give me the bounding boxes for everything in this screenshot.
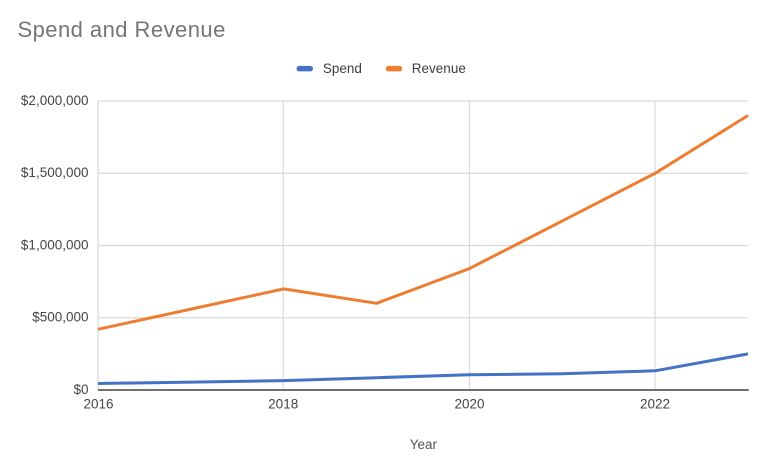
svg-text:Spend and Revenue: Spend and Revenue (18, 17, 226, 42)
svg-text:2016: 2016 (83, 397, 113, 412)
svg-text:2022: 2022 (640, 397, 670, 412)
svg-text:Spend: Spend (323, 61, 362, 76)
svg-text:2018: 2018 (268, 397, 298, 412)
svg-text:$0: $0 (73, 382, 88, 397)
svg-text:$2,000,000: $2,000,000 (21, 93, 89, 108)
svg-text:2020: 2020 (454, 397, 484, 412)
svg-text:Year: Year (410, 437, 438, 452)
svg-text:$1,000,000: $1,000,000 (21, 237, 89, 252)
svg-text:Revenue: Revenue (412, 61, 466, 76)
svg-text:$500,000: $500,000 (32, 310, 88, 325)
svg-text:$1,500,000: $1,500,000 (21, 165, 89, 180)
